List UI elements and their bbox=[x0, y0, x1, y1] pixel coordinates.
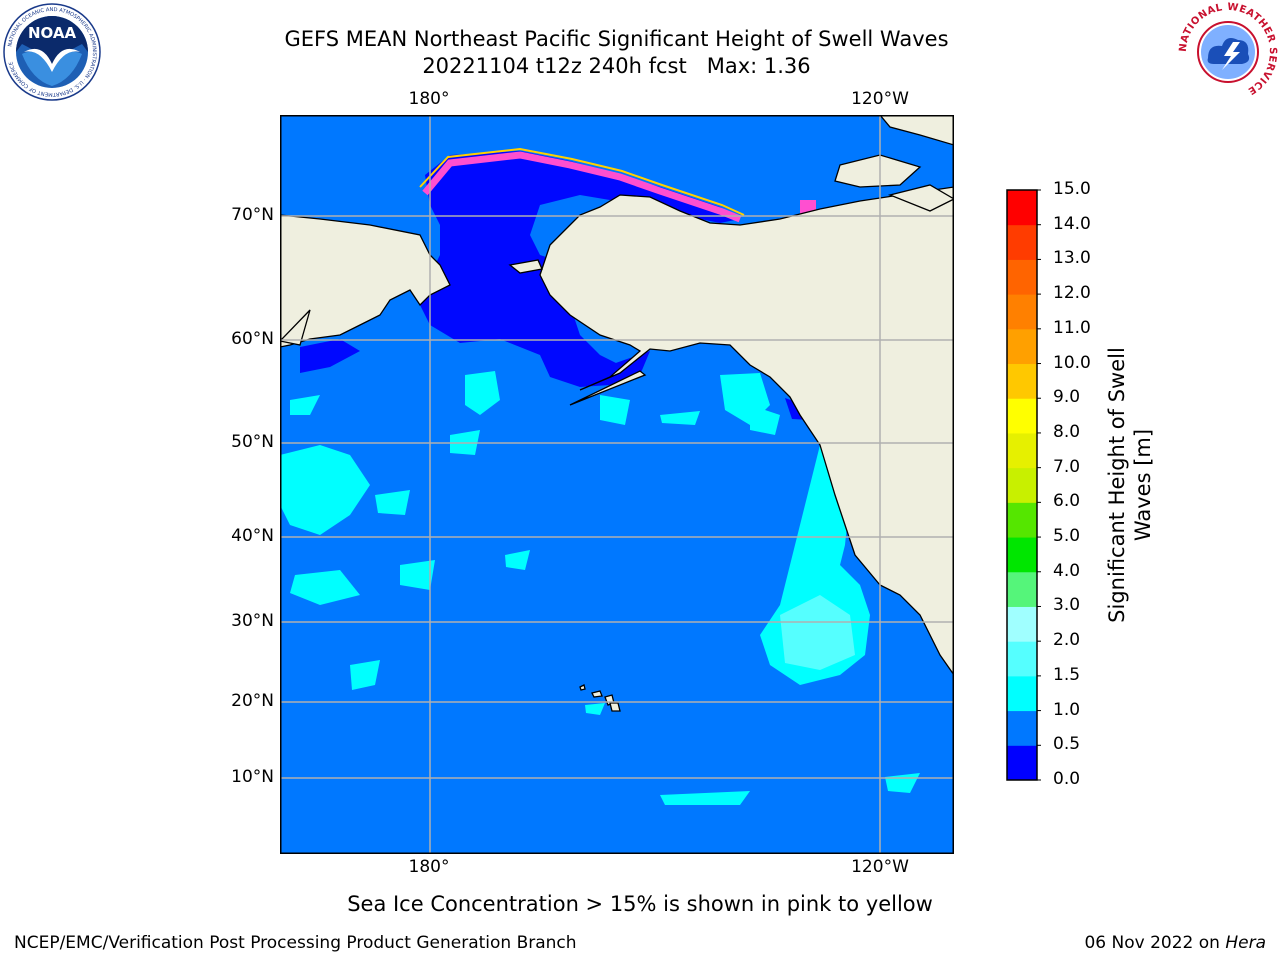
colorbar-segment bbox=[1007, 190, 1037, 226]
date-text: 06 Nov 2022 on bbox=[1084, 933, 1220, 953]
colorbar-segment bbox=[1007, 398, 1037, 434]
colorbar-segment bbox=[1007, 502, 1037, 538]
map-panel bbox=[280, 115, 954, 854]
hawaii-island bbox=[609, 702, 621, 712]
lat-label-10n: 10°N bbox=[231, 767, 274, 787]
cyan-patch bbox=[660, 411, 700, 425]
colorbar-tick-label: 12.0 bbox=[1053, 283, 1091, 304]
lat-label-50n: 50°N bbox=[231, 432, 274, 452]
noaa-wordmark: NOAA bbox=[28, 24, 77, 42]
sea-ice-footnote: Sea Ice Concentration > 15% is shown in … bbox=[347, 892, 933, 916]
lat-label-60n: 60°N bbox=[231, 329, 274, 349]
colorbar-tick-label: 11.0 bbox=[1053, 317, 1091, 338]
colorbar bbox=[1006, 189, 1041, 781]
colorbar-label: Significant Height of Swell Waves [m] bbox=[1105, 347, 1155, 623]
cyan-patch bbox=[585, 703, 605, 715]
colorbar-tick-label: 6.0 bbox=[1053, 491, 1081, 512]
machine-name: Hera bbox=[1225, 933, 1266, 953]
lat-label-30n: 30°N bbox=[231, 611, 274, 631]
cyan-patch bbox=[350, 660, 380, 690]
colorbar-segment bbox=[1007, 641, 1037, 677]
sea-ice-edge-yellow bbox=[419, 147, 745, 216]
colorbar-tick-label: 2.0 bbox=[1053, 630, 1081, 651]
graticule bbox=[280, 115, 954, 854]
colorbar-segment bbox=[1007, 363, 1037, 399]
cyan-patch bbox=[600, 395, 630, 425]
colorbar-segment bbox=[1007, 224, 1037, 260]
cyan-patch bbox=[750, 405, 780, 435]
colorbar-tick-label: 0.0 bbox=[1053, 769, 1081, 789]
colorbar-tick-label: 15.0 bbox=[1053, 179, 1091, 199]
lat-label-70n: 70°N bbox=[231, 205, 274, 225]
land bbox=[280, 115, 954, 712]
cyan-patch bbox=[290, 395, 320, 415]
hawaii-island bbox=[591, 690, 603, 698]
colorbar-tick-label: 5.0 bbox=[1053, 526, 1081, 547]
date-line: 06 Nov 2022 on Hera bbox=[1084, 933, 1266, 953]
cyan-patch bbox=[660, 791, 750, 805]
light-cyan-core bbox=[780, 595, 855, 670]
cyan-patch bbox=[290, 570, 360, 605]
noaa-logo: NOAA NATIONAL OCEANIC AND ATMOSPHERIC AD… bbox=[3, 3, 101, 101]
arctic-island bbox=[879, 115, 954, 146]
colorbar-segment bbox=[1007, 328, 1037, 365]
colorbar-segment bbox=[1007, 710, 1037, 746]
colorbar-tick-label: 13.0 bbox=[1053, 248, 1091, 269]
colorbar-tick-label: 7.0 bbox=[1053, 456, 1081, 477]
lat-label-20n: 20°N bbox=[231, 691, 274, 711]
lon-label-top-180: 180° bbox=[408, 89, 450, 109]
colorbar-segment bbox=[1007, 537, 1037, 573]
colorbar-tick-label: 1.0 bbox=[1053, 699, 1081, 720]
sea-ice-edge bbox=[422, 151, 742, 223]
cyan-patch bbox=[505, 550, 530, 570]
colorbar-tick-label: 9.0 bbox=[1053, 387, 1081, 408]
cyan-patch bbox=[375, 490, 410, 515]
colorbar-segment bbox=[1007, 467, 1037, 503]
colorbar-segment bbox=[1007, 675, 1037, 712]
cyan-patch bbox=[400, 560, 435, 590]
colorbar-segment bbox=[1007, 606, 1037, 642]
colorbar-segment bbox=[1007, 432, 1037, 469]
chart-title: GEFS MEAN Northeast Pacific Significant … bbox=[284, 27, 949, 51]
swell-1.5-2m-patches bbox=[780, 595, 855, 670]
colorbar-segment bbox=[1007, 294, 1037, 330]
chukotka-tip bbox=[280, 309, 311, 346]
st-lawrence-island bbox=[508, 259, 543, 274]
colorbar-segment bbox=[1007, 571, 1037, 607]
arctic-island bbox=[887, 184, 954, 212]
cyan-patch bbox=[465, 371, 500, 415]
colorbar-segment bbox=[1007, 259, 1037, 295]
colorbar-tick-label: 4.0 bbox=[1053, 560, 1081, 581]
credit-line: NCEP/EMC/Verification Post Processing Pr… bbox=[14, 933, 577, 953]
colorbar-tick-label: 8.0 bbox=[1053, 421, 1081, 442]
colorbar-tick-label: 1.5 bbox=[1053, 664, 1081, 685]
chart-subtitle: 20221104 t12z 240h fcst Max: 1.36 bbox=[422, 54, 811, 78]
alaska-canada-land bbox=[539, 186, 954, 677]
lat-label-40n: 40°N bbox=[231, 526, 274, 546]
map-frame bbox=[280, 115, 954, 854]
lon-label-top-120w: 120°W bbox=[851, 89, 909, 109]
lon-label-bottom-180: 180° bbox=[408, 857, 450, 877]
lon-label-bottom-120w: 120°W bbox=[851, 857, 909, 877]
cyan-patch bbox=[280, 445, 370, 535]
colorbar-tick-label: 14.0 bbox=[1053, 213, 1091, 234]
colorbar-tick-label: 3.0 bbox=[1053, 595, 1081, 616]
gulf-alaska-low-swell bbox=[300, 339, 360, 373]
colorbar-tick-label: 10.0 bbox=[1053, 352, 1091, 373]
aleutian-islands bbox=[569, 370, 647, 406]
colorbar-frame bbox=[1006, 189, 1038, 781]
colorbar-tick-label: 0.5 bbox=[1053, 734, 1081, 755]
colorbar-segment bbox=[1007, 745, 1037, 781]
hawaii-island bbox=[579, 684, 586, 691]
nws-logo: NATIONAL WEATHER SERVICE bbox=[1178, 2, 1278, 100]
